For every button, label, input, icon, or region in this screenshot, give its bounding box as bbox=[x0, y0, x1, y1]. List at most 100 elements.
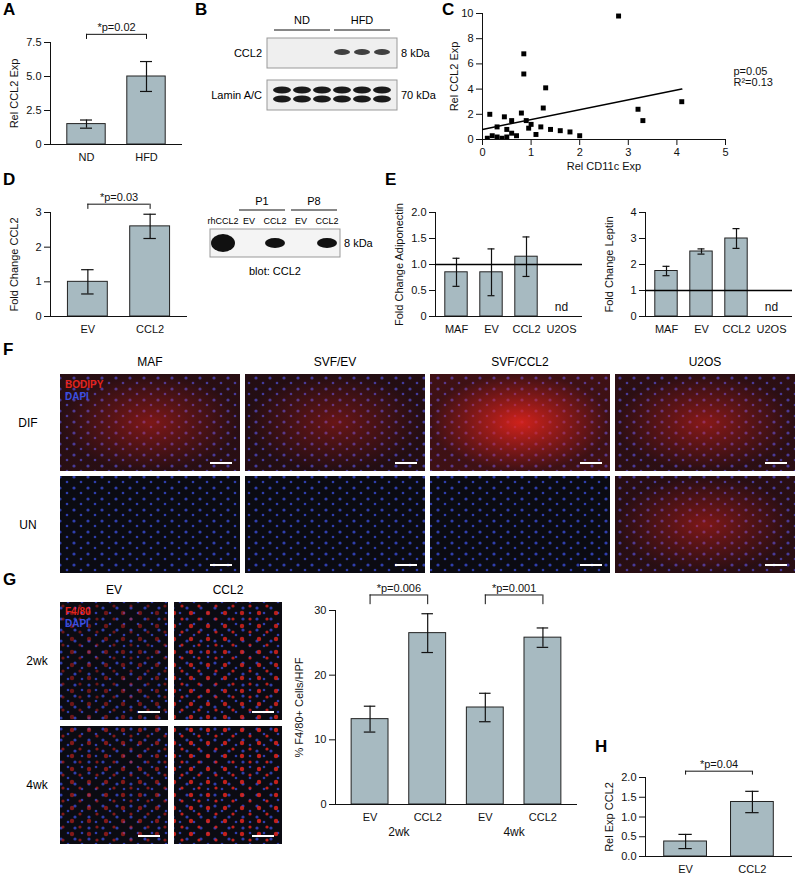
svg-text:EV: EV bbox=[106, 583, 122, 597]
svg-text:P8: P8 bbox=[307, 195, 320, 207]
svg-text:U2OS: U2OS bbox=[547, 323, 577, 335]
svg-text:DIF: DIF bbox=[18, 416, 37, 430]
svg-text:CCL2: CCL2 bbox=[529, 811, 557, 823]
svg-text:2: 2 bbox=[630, 258, 636, 270]
svg-text:Fold Change Adiponectin: Fold Change Adiponectin bbox=[393, 203, 405, 326]
svg-text:0.0: 0.0 bbox=[621, 850, 636, 862]
svg-text:0: 0 bbox=[35, 138, 41, 150]
svg-text:EV: EV bbox=[678, 863, 693, 875]
svg-text:Rel CD11c Exp: Rel CD11c Exp bbox=[567, 160, 641, 172]
svg-text:CCL2: CCL2 bbox=[315, 216, 338, 226]
svg-text:CCL2: CCL2 bbox=[512, 323, 540, 335]
svg-text:BODIPY: BODIPY bbox=[65, 379, 104, 390]
svg-text:4: 4 bbox=[630, 206, 636, 218]
svg-text:Rel CCL2 Exp: Rel CCL2 Exp bbox=[8, 59, 20, 129]
svg-text:Fold Change Leptin: Fold Change Leptin bbox=[603, 216, 615, 312]
svg-text:0: 0 bbox=[320, 798, 326, 810]
svg-text:CCL2: CCL2 bbox=[263, 216, 286, 226]
svg-text:10: 10 bbox=[314, 733, 326, 745]
svg-text:EV: EV bbox=[478, 811, 493, 823]
svg-text:8 kDa: 8 kDa bbox=[344, 237, 374, 249]
svg-text:Lamin A/C: Lamin A/C bbox=[211, 89, 262, 101]
svg-text:EV: EV bbox=[295, 216, 307, 226]
svg-text:4wk: 4wk bbox=[26, 778, 48, 792]
svg-text:0: 0 bbox=[467, 133, 473, 145]
svg-text:MAF: MAF bbox=[445, 323, 469, 335]
svg-text:10: 10 bbox=[461, 7, 473, 19]
svg-text:0.5: 0.5 bbox=[621, 830, 636, 842]
svg-text:U2OS: U2OS bbox=[757, 323, 787, 335]
svg-text:CCL2: CCL2 bbox=[136, 323, 164, 335]
svg-text:MAF: MAF bbox=[655, 323, 679, 335]
svg-text:CCL2: CCL2 bbox=[738, 863, 766, 875]
svg-text:8: 8 bbox=[467, 32, 473, 44]
svg-text:U2OS: U2OS bbox=[689, 355, 722, 369]
svg-text:1.5: 1.5 bbox=[411, 232, 426, 244]
svg-text:20: 20 bbox=[314, 669, 326, 681]
svg-text:4: 4 bbox=[467, 83, 473, 95]
svg-text:1.0: 1.0 bbox=[411, 258, 426, 270]
svg-text:8 kDa: 8 kDa bbox=[401, 47, 431, 59]
svg-text:EV: EV bbox=[484, 323, 499, 335]
svg-text:EV: EV bbox=[363, 811, 378, 823]
svg-text:0: 0 bbox=[479, 146, 485, 158]
svg-text:EV: EV bbox=[694, 323, 709, 335]
svg-text:Rel CCL2 Exp: Rel CCL2 Exp bbox=[448, 42, 460, 112]
svg-text:F4/80: F4/80 bbox=[65, 606, 91, 617]
svg-text:2wk: 2wk bbox=[388, 825, 410, 839]
svg-text:CCL2: CCL2 bbox=[722, 323, 750, 335]
svg-text:ND: ND bbox=[79, 151, 95, 163]
svg-text:p=0.05R²=0.13: p=0.05R²=0.13 bbox=[734, 65, 773, 88]
svg-text:Rel Exp CCL2: Rel Exp CCL2 bbox=[603, 782, 615, 852]
svg-text:SVF/CCL2: SVF/CCL2 bbox=[491, 355, 549, 369]
svg-text:1: 1 bbox=[528, 146, 534, 158]
svg-text:1: 1 bbox=[35, 275, 41, 287]
svg-text:2: 2 bbox=[577, 146, 583, 158]
svg-text:UN: UN bbox=[19, 518, 36, 532]
svg-text:SVF/EV: SVF/EV bbox=[314, 355, 357, 369]
svg-text:blot: CCL2: blot: CCL2 bbox=[249, 265, 301, 277]
svg-text:*p=0.03: *p=0.03 bbox=[100, 191, 138, 203]
svg-text:CCL2: CCL2 bbox=[234, 47, 262, 59]
svg-text:2: 2 bbox=[467, 108, 473, 120]
svg-text:30: 30 bbox=[314, 604, 326, 616]
svg-text:3: 3 bbox=[35, 206, 41, 218]
svg-text:HFD: HFD bbox=[351, 14, 374, 26]
svg-text:2.5: 2.5 bbox=[26, 104, 41, 116]
svg-text:EV: EV bbox=[243, 216, 255, 226]
svg-text:DAPI: DAPI bbox=[65, 391, 89, 402]
svg-text:1: 1 bbox=[630, 284, 636, 296]
svg-text:4wk: 4wk bbox=[503, 825, 525, 839]
svg-text:5.0: 5.0 bbox=[26, 70, 41, 82]
svg-text:0: 0 bbox=[35, 310, 41, 322]
svg-text:0: 0 bbox=[630, 310, 636, 322]
svg-text:3: 3 bbox=[630, 232, 636, 244]
svg-text:2: 2 bbox=[35, 241, 41, 253]
svg-text:CCL2: CCL2 bbox=[414, 811, 442, 823]
svg-text:6: 6 bbox=[467, 57, 473, 69]
svg-text:rhCCL2: rhCCL2 bbox=[207, 216, 238, 226]
svg-text:EV: EV bbox=[81, 323, 96, 335]
svg-text:2.0: 2.0 bbox=[621, 771, 636, 783]
svg-text:7.5: 7.5 bbox=[26, 36, 41, 48]
svg-text:nd: nd bbox=[765, 300, 778, 314]
svg-text:CCL2: CCL2 bbox=[213, 583, 244, 597]
svg-text:5: 5 bbox=[722, 146, 728, 158]
svg-text:1.0: 1.0 bbox=[621, 811, 636, 823]
svg-text:1.5: 1.5 bbox=[621, 791, 636, 803]
svg-text:70 kDa: 70 kDa bbox=[401, 89, 437, 101]
svg-text:4: 4 bbox=[674, 146, 680, 158]
svg-text:3: 3 bbox=[625, 146, 631, 158]
svg-text:*p=0.04: *p=0.04 bbox=[700, 758, 738, 770]
svg-text:0.5: 0.5 bbox=[411, 284, 426, 296]
svg-text:*p=0.006: *p=0.006 bbox=[377, 582, 421, 594]
svg-text:Fold Change CCL2: Fold Change CCL2 bbox=[8, 217, 20, 311]
svg-text:HFD: HFD bbox=[135, 151, 158, 163]
svg-text:*p=0.001: *p=0.001 bbox=[492, 582, 536, 594]
svg-text:% F4/80+ Cells/HPF: % F4/80+ Cells/HPF bbox=[293, 657, 305, 757]
svg-text:nd: nd bbox=[555, 300, 568, 314]
svg-text:MAF: MAF bbox=[137, 355, 162, 369]
svg-text:P1: P1 bbox=[255, 195, 268, 207]
svg-text:2.0: 2.0 bbox=[411, 206, 426, 218]
svg-text:0: 0 bbox=[420, 310, 426, 322]
